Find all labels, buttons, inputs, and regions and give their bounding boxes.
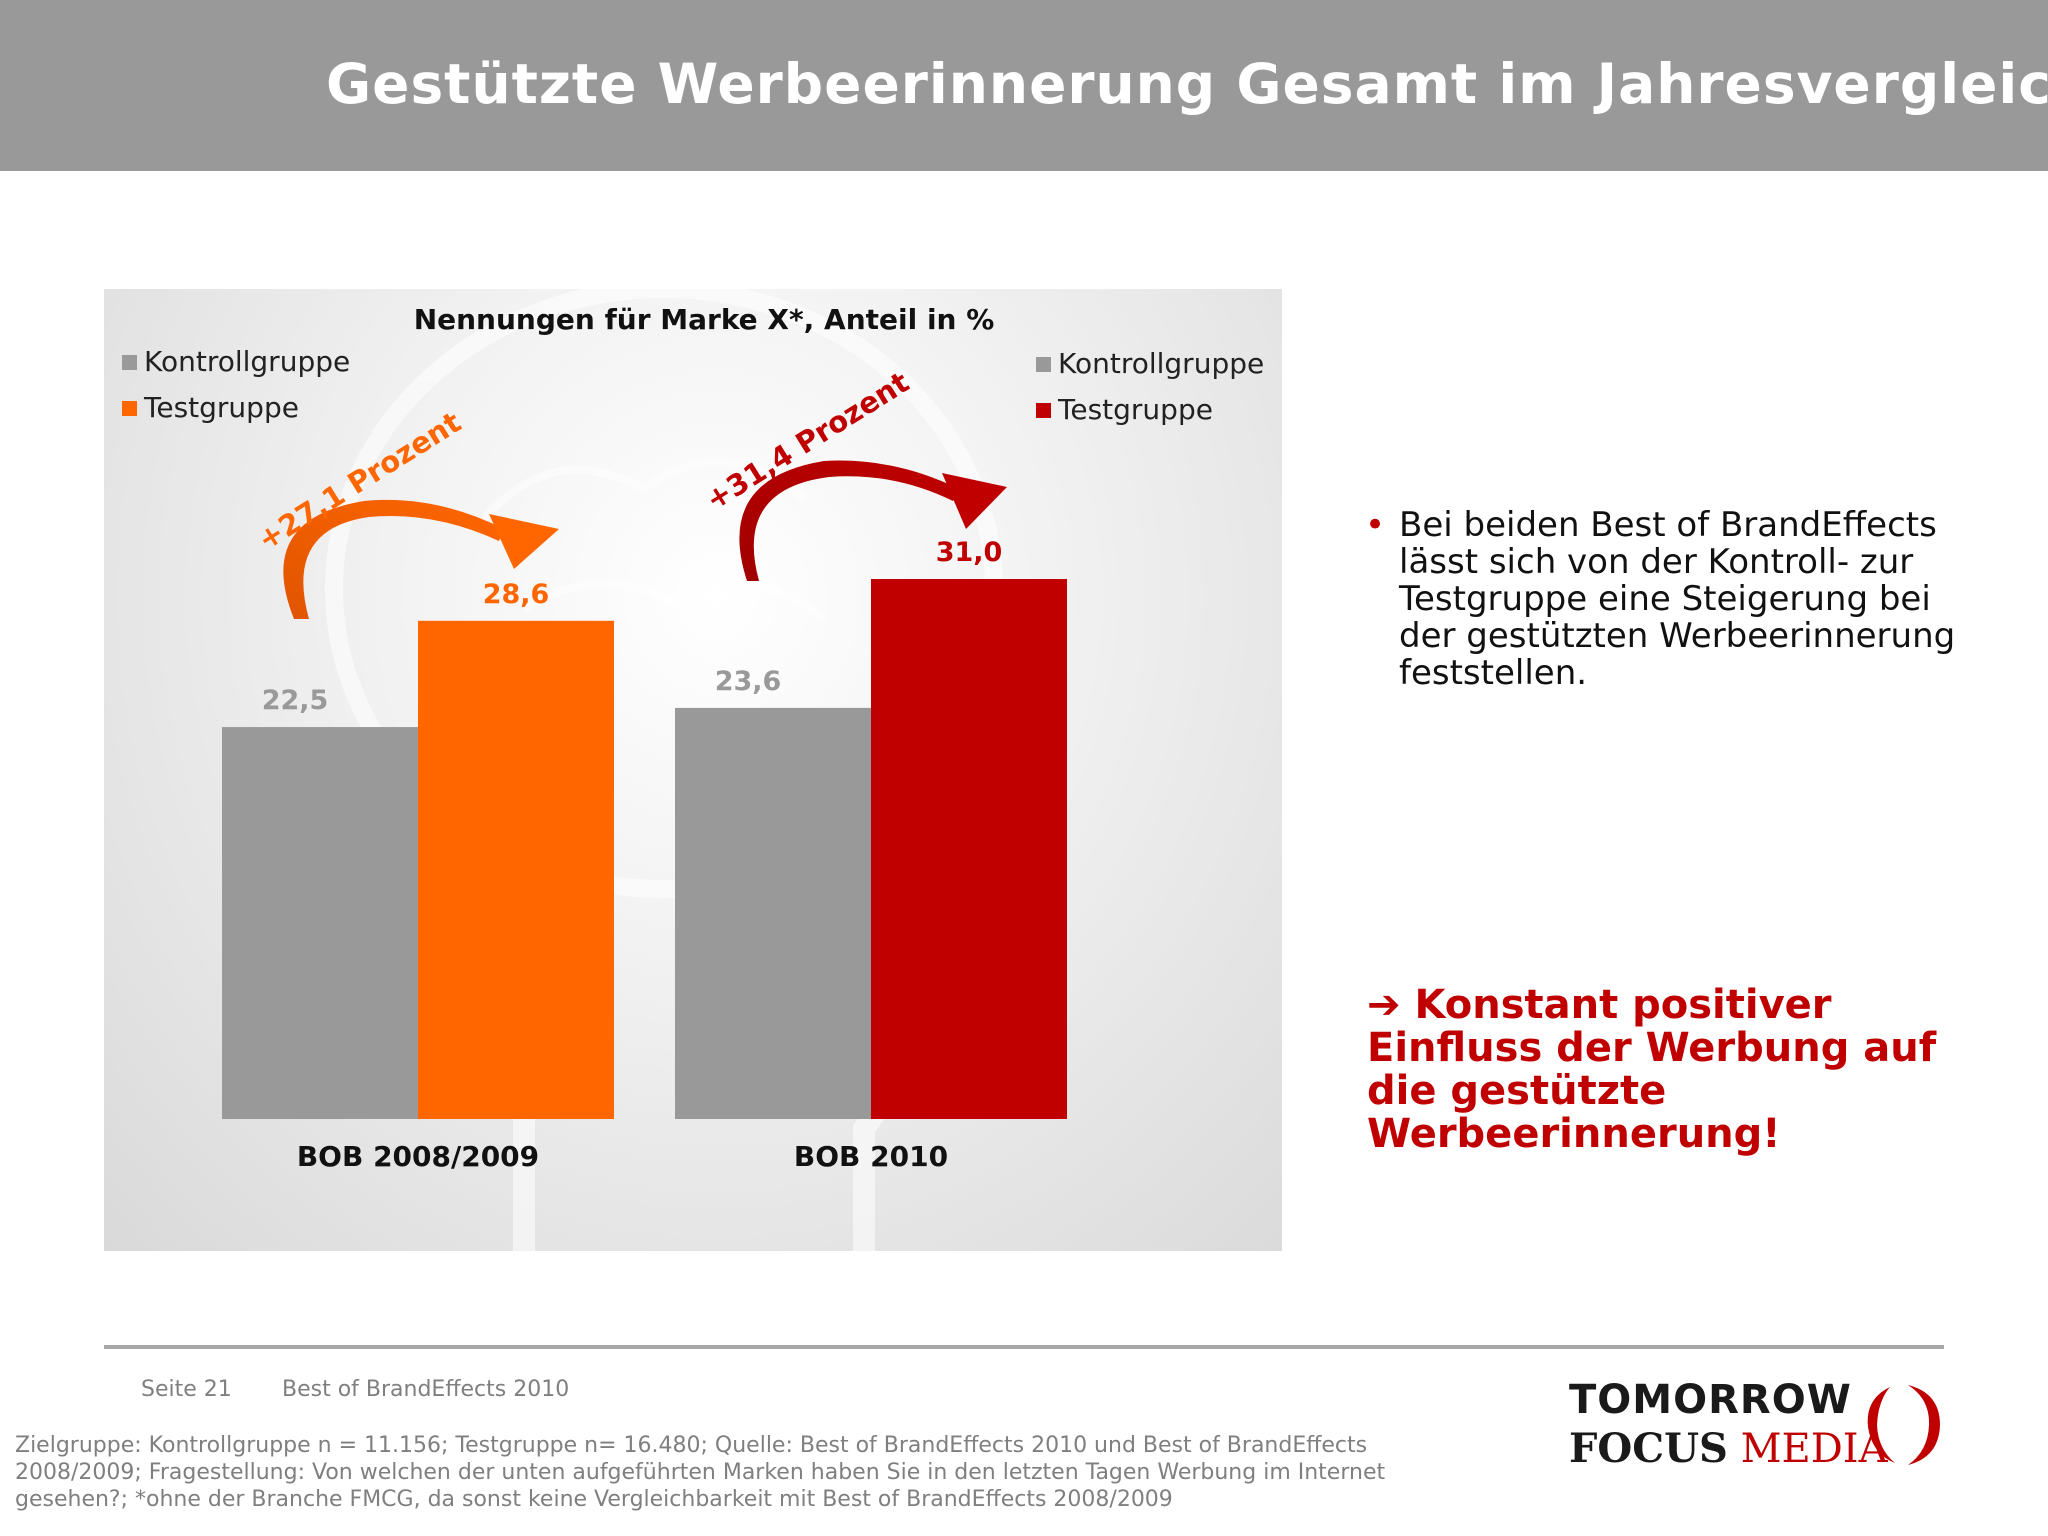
- bullet-text: Bei beiden Best of BrandEffects lässt si…: [1399, 505, 1956, 693]
- logo-line2: FOCUS MEDIA: [1569, 1425, 1888, 1472]
- growth-arrows: [283, 460, 1007, 619]
- page-number: Seite 21: [141, 1377, 232, 1402]
- company-logo: TOMORROW FOCUS MEDIA: [1565, 1373, 1955, 1483]
- bullet-list: • Bei beiden Best of BrandEffects lässt …: [1365, 507, 1985, 692]
- arrow-orange-body: [283, 499, 504, 619]
- bar-kontrollgruppe-1: [675, 707, 871, 1119]
- annotations: +27,1 Prozent +31,4 Prozent: [252, 365, 915, 557]
- bullet-dot: •: [1365, 505, 1386, 545]
- header-bar: Gestützte Werbeerinnerung Gesamt im Jahr…: [0, 0, 2048, 171]
- legend-swatch: [1036, 357, 1051, 372]
- logo-line1: TOMORROW: [1569, 1377, 1852, 1423]
- legend-swatch: [122, 355, 137, 370]
- data-label: 31,0: [936, 537, 1003, 568]
- legend-label: Testgruppe: [1057, 393, 1213, 426]
- data-label: 23,6: [715, 666, 782, 697]
- conclusion-text: ➔ Konstant positiver Einfluss der Werbun…: [1367, 982, 1937, 1157]
- category-label: BOB 2010: [794, 1140, 948, 1173]
- footnote: Zielgruppe: Kontrollgruppe n = 11.156; T…: [15, 1433, 1386, 1512]
- footer-divider: [104, 1345, 1944, 1349]
- bars: 22,5 28,6 BOB 2008/2009 23,6 31,0 BOB 2010: [222, 537, 1067, 1173]
- bar-kontrollgruppe-0: [222, 727, 418, 1119]
- legend-label: Kontrollgruppe: [1058, 347, 1264, 380]
- data-label: 28,6: [483, 579, 550, 610]
- bar-testgruppe-1: [871, 579, 1067, 1119]
- logo-ring-icon: [1867, 1385, 1940, 1465]
- growth-annotation: +27,1 Prozent: [252, 405, 467, 557]
- chart-panel: Nennungen für Marke X*, Anteil in % Kont…: [104, 289, 1282, 1251]
- document-title: Best of BrandEffects 2010: [282, 1377, 570, 1402]
- growth-annotation: +31,4 Prozent: [700, 365, 915, 517]
- bar-chart: Nennungen für Marke X*, Anteil in % Kont…: [122, 289, 1264, 1251]
- logo-focus: FOCUS: [1569, 1425, 1728, 1472]
- page-title: Gestützte Werbeerinnerung Gesamt im Jahr…: [326, 52, 2048, 116]
- legend-label: Testgruppe: [143, 391, 299, 424]
- data-label: 22,5: [262, 685, 329, 716]
- chart-title: Nennungen für Marke X*, Anteil in %: [414, 303, 995, 336]
- legend-swatch: [1036, 403, 1051, 418]
- category-label: BOB 2008/2009: [297, 1140, 539, 1173]
- logo-media: MEDIA: [1740, 1426, 1888, 1472]
- arrow-red-head: [942, 473, 1007, 529]
- legend-label: Kontrollgruppe: [144, 345, 350, 378]
- legend-swatch: [122, 401, 137, 416]
- arrow-orange-head: [489, 514, 559, 569]
- legends: Kontrollgruppe Testgruppe Kontrollgruppe Te…: [122, 345, 1264, 426]
- bar-testgruppe-0: [418, 620, 614, 1119]
